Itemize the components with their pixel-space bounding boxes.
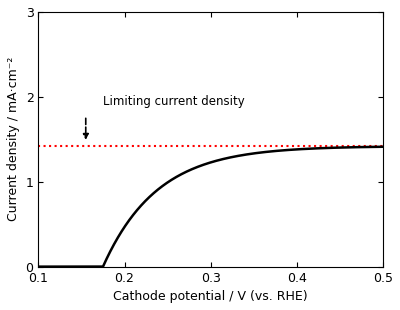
X-axis label: Cathode potential / V (vs. RHE): Cathode potential / V (vs. RHE) [113, 290, 308, 303]
Y-axis label: Current density / mA·cm⁻²: Current density / mA·cm⁻² [7, 57, 20, 221]
Text: Limiting current density: Limiting current density [103, 95, 245, 108]
